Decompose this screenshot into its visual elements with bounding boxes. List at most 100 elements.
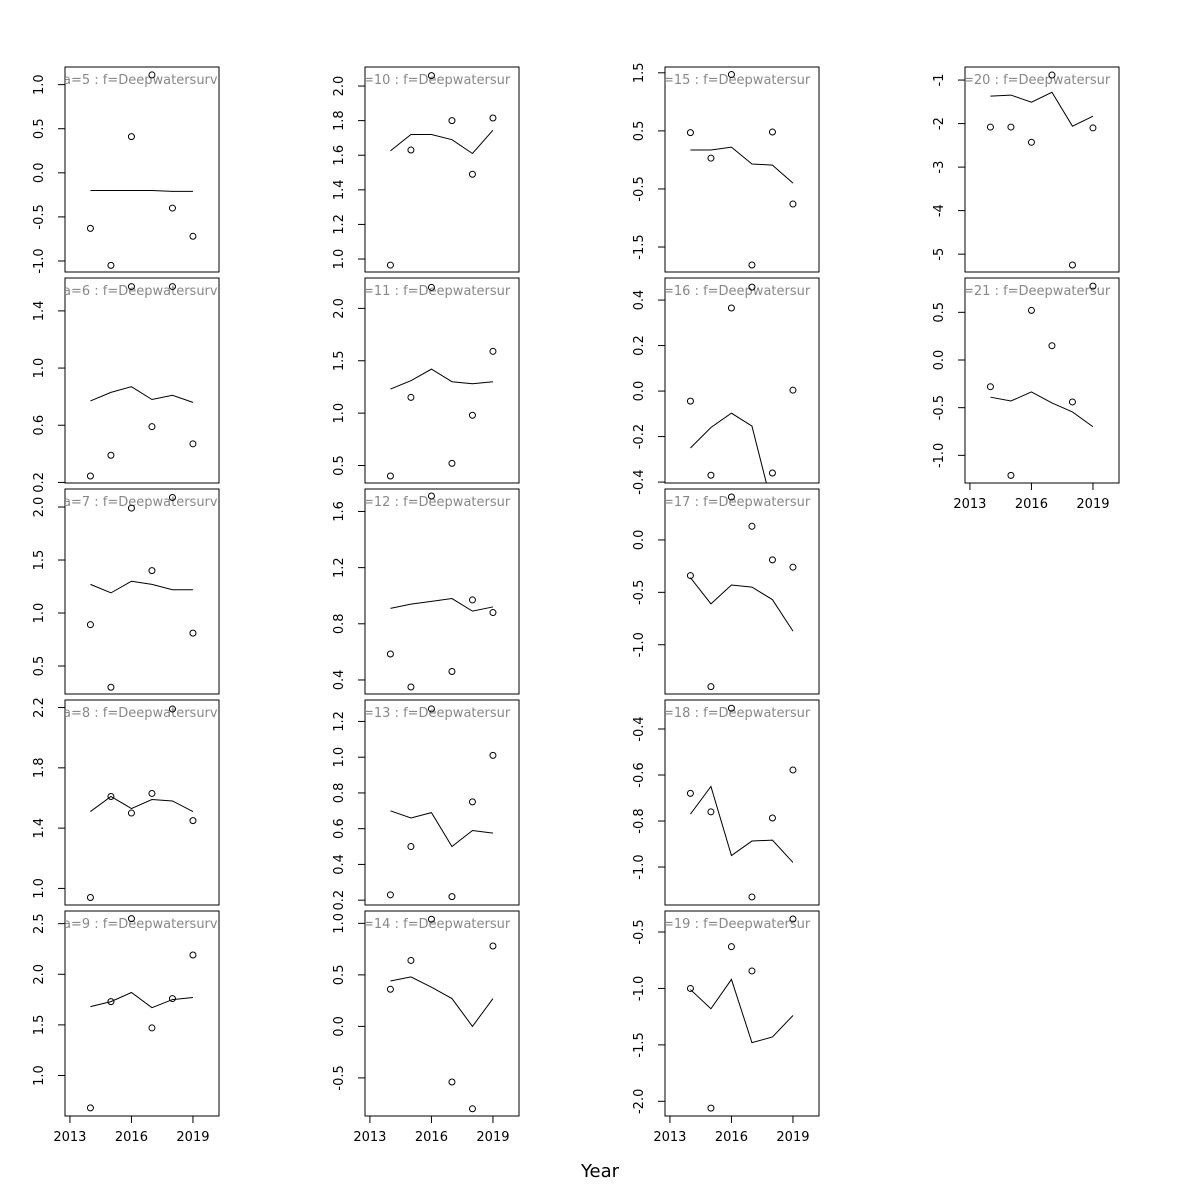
data-point [468, 798, 476, 806]
data-point [727, 304, 735, 312]
data-point [707, 471, 715, 479]
y-tick-label: 0.0 [932, 350, 947, 371]
panel-frame [364, 910, 520, 1117]
panel-title: =16 : f=Deepwatersur [663, 284, 811, 299]
data-point [748, 967, 756, 975]
panel-frame [64, 277, 220, 484]
data-point [727, 493, 735, 501]
data-point [789, 386, 797, 394]
y-tick-label: 0.5 [332, 965, 347, 986]
data-point [107, 451, 115, 459]
data-point [789, 563, 797, 571]
x-tick-label: 2016 [715, 1130, 748, 1145]
panel-content: a=8 : f=Deepwatersurv [63, 706, 218, 812]
data-point [148, 423, 156, 431]
y-tick-label: 2.0 [332, 298, 347, 319]
panel-content: =17 : f=Deepwatersur [665, 495, 811, 632]
y-tick-label: -1.5 [632, 1032, 647, 1057]
data-point [686, 789, 694, 797]
fitted-line [390, 598, 494, 612]
panel-content: =15 : f=Deepwatersur [663, 73, 811, 184]
y-tick-label: -4 [932, 204, 947, 217]
y-tick-label: 0.0 [632, 381, 647, 402]
x-tick-label: 2019 [476, 1130, 509, 1145]
panel-title: =15 : f=Deepwatersur [663, 73, 811, 88]
data-point [768, 469, 776, 477]
panel-title: a=6 : f=Deepwatersurv [63, 284, 218, 299]
data-point [1027, 138, 1035, 146]
y-tick-label: 0.4 [632, 290, 647, 311]
panel-title: a=9 : f=Deepwatersurv [63, 917, 218, 932]
data-point [386, 650, 394, 658]
fitted-line [690, 146, 794, 184]
data-point [168, 995, 176, 1003]
y-tick-label: 1.6 [332, 501, 347, 522]
data-point [107, 792, 115, 800]
x-tick-label: 2013 [953, 497, 986, 512]
data-point [407, 683, 415, 691]
y-tick-label: 1.4 [332, 179, 347, 200]
y-tick-label: -0.5 [632, 919, 647, 944]
data-point [127, 915, 135, 923]
data-point [189, 817, 197, 825]
data-point [427, 72, 435, 80]
panel-content: a=6 : f=Deepwatersurv [63, 284, 218, 403]
y-tick-label: 0.6 [332, 818, 347, 839]
data-point [707, 154, 715, 162]
data-point [168, 705, 176, 713]
panel-title: a=8 : f=Deepwatersurv [63, 706, 218, 721]
data-point [468, 170, 476, 178]
data-point [86, 1104, 94, 1112]
y-tick-label: -3 [932, 161, 947, 174]
data-point [768, 556, 776, 564]
data-point [127, 283, 135, 291]
y-tick-label: 1.2 [332, 214, 347, 235]
fitted-line [690, 978, 794, 1044]
data-point [1027, 306, 1035, 314]
y-tick-label: -2 [932, 117, 947, 130]
y-tick-label: 1.5 [332, 350, 347, 371]
data-point [707, 808, 715, 816]
x-tick-label: 2013 [53, 1130, 86, 1145]
data-point [127, 133, 135, 141]
panel-frame [964, 277, 1120, 484]
y-tick-label: 1.0 [32, 878, 47, 899]
data-point [86, 472, 94, 480]
y-tick-label: -0.8 [632, 808, 647, 833]
panel-title: a=7 : f=Deepwatersurv [63, 495, 218, 510]
data-point [189, 232, 197, 240]
y-tick-label: 2.0 [332, 76, 347, 97]
y-tick-label: 0.0 [632, 530, 647, 551]
panel-content: =16 : f=Deepwatersur [663, 284, 811, 483]
data-point [448, 1078, 456, 1086]
y-tick-label: -1.0 [32, 248, 47, 273]
data-point [727, 704, 735, 712]
data-point [707, 683, 715, 691]
y-tick-label: 0.0 [332, 1016, 347, 1037]
data-point [386, 472, 394, 480]
y-tick-label: -0.4 [632, 716, 647, 741]
data-point [1068, 398, 1076, 406]
panel-frame [364, 66, 520, 273]
fitted-line [690, 785, 794, 863]
y-tick-label: -1.0 [632, 854, 647, 879]
data-point [789, 915, 797, 923]
data-point [789, 766, 797, 774]
panel-title: =20 : f=Deepwatersur [963, 73, 1111, 88]
data-point [489, 347, 497, 355]
y-tick-label: 1.0 [32, 603, 47, 624]
data-point [407, 956, 415, 964]
data-point [986, 383, 994, 391]
panel-content: =12 : f=Deepwatersur [365, 495, 511, 612]
data-point [1089, 124, 1097, 132]
data-point [986, 123, 994, 131]
panel-content: a=9 : f=Deepwatersurv [63, 917, 218, 1009]
y-tick-label: -1.0 [932, 443, 947, 468]
panel-frame [364, 277, 520, 484]
y-tick-label: 1.0 [332, 249, 347, 270]
data-point [189, 440, 197, 448]
data-point [107, 683, 115, 691]
data-point [448, 459, 456, 467]
panel-frame [364, 699, 520, 906]
panel-frame [64, 66, 220, 273]
